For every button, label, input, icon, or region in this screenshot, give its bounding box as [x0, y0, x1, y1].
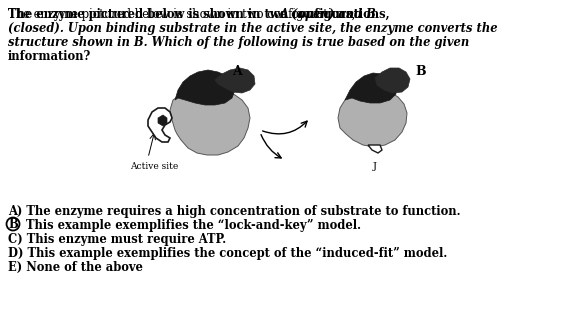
- Text: Active site: Active site: [130, 162, 178, 171]
- Text: B: B: [415, 65, 426, 78]
- Polygon shape: [170, 88, 250, 155]
- FancyArrowPatch shape: [263, 121, 307, 134]
- Text: The enzyme pictured below is shown in two configurations,: The enzyme pictured below is shown in tw…: [8, 8, 359, 21]
- Polygon shape: [148, 108, 172, 142]
- Polygon shape: [338, 90, 407, 147]
- Text: A (open) and B: A (open) and B: [280, 8, 377, 21]
- Text: E) None of the above: E) None of the above: [8, 261, 143, 274]
- Polygon shape: [368, 145, 382, 153]
- Text: The enzyme pictured below is shown in two configurations,: The enzyme pictured below is shown in tw…: [8, 8, 359, 21]
- Text: A) The enzyme requires a high concentration of substrate to function.: A) The enzyme requires a high concentrat…: [8, 205, 461, 218]
- Text: The enzyme pictured below is shown in two configurations,: The enzyme pictured below is shown in tw…: [8, 8, 393, 21]
- Text: D) This example exemplifies the concept of the “induced-fit” model.: D) This example exemplifies the concept …: [8, 247, 447, 260]
- Polygon shape: [375, 68, 410, 93]
- Polygon shape: [215, 68, 255, 93]
- Text: B: B: [8, 218, 18, 231]
- Text: (closed). Upon binding substrate in the active site, the enzyme converts the: (closed). Upon binding substrate in the …: [8, 22, 497, 35]
- Polygon shape: [158, 115, 167, 126]
- Text: information?: information?: [8, 50, 91, 63]
- Polygon shape: [175, 70, 235, 105]
- FancyArrowPatch shape: [261, 135, 281, 158]
- Text: structure shown in B. Which of the following is true based on the given: structure shown in B. Which of the follo…: [8, 36, 469, 49]
- Polygon shape: [345, 73, 396, 103]
- Text: This example exemplifies the “lock-and-key” model.: This example exemplifies the “lock-and-k…: [22, 219, 361, 232]
- Text: J: J: [373, 162, 377, 171]
- Text: A: A: [232, 65, 242, 78]
- Text: C) This enzyme must require ATP.: C) This enzyme must require ATP.: [8, 233, 226, 246]
